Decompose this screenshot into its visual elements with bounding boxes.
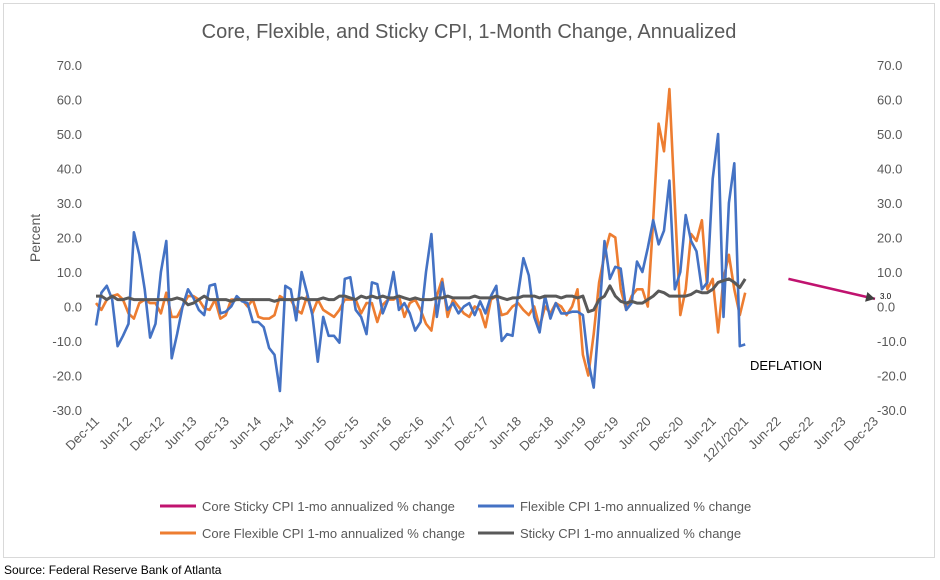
y-tick-label-left: 10.0 [57,265,82,280]
y-tick-label-right: 50.0 [877,127,902,142]
y-tick-label-right: 0.0 [877,300,895,315]
y-tick-label-left: -10.0 [52,334,82,349]
x-tick-label: Dec-11 [63,414,103,454]
y-tick-label-left: -20.0 [52,369,82,384]
series-line [788,277,876,301]
y-tick-label-left: -30.0 [52,403,82,418]
legend-label: Core Sticky CPI 1-mo annualized % change [202,499,455,514]
y-tick-label-left: 30.0 [57,196,82,211]
series-line [94,87,747,377]
y-tick-label-right: 70.0 [877,58,902,73]
legend-label: Core Flexible CPI 1-mo annualized % chan… [202,526,465,541]
y-tick-label-right: -20.0 [877,369,907,384]
y-tick-label-right: 20.0 [877,231,902,246]
chart-title: Core, Flexible, and Sticky CPI, 1-Month … [202,21,737,43]
y-tick-label-left: 70.0 [57,58,82,73]
x-tick-label: Dec-23 [841,414,881,454]
x-tick-label: Dec-17 [451,414,491,454]
x-tick-label: Dec-18 [516,414,556,454]
series-line [96,277,747,314]
y-tick-label-left: 50.0 [57,127,82,142]
x-tick-label: Dec-22 [776,414,816,454]
y-tick-label-left: 20.0 [57,231,82,246]
y-tick-label-left: 60.0 [57,93,82,108]
y-tick-label-left: 40.0 [57,162,82,177]
y-tick-label-right: 40.0 [877,162,902,177]
legend-label: Flexible CPI 1-mo annualized % change [520,499,751,514]
chart-frame [3,3,935,558]
y-axis-label: Percent [27,214,43,262]
y-tick-label-right: 60.0 [877,93,902,108]
series-line [94,132,746,393]
y-tick-label-right: -30.0 [877,403,907,418]
forecast-arrowhead [865,292,875,302]
y-tick-label-right: 10.0 [877,265,902,280]
forecast-value-label: 3.0 [880,292,892,301]
x-tick-label: Dec-20 [646,414,686,454]
y-tick-label-right: -10.0 [877,334,907,349]
x-tick-label: Dec-19 [581,414,621,454]
legend-label: Sticky CPI 1-mo annualized % change [520,526,741,541]
x-tick-label: Dec-13 [192,414,232,454]
y-tick-label-left: 0.0 [64,300,82,315]
x-tick-label: Dec-14 [257,414,297,454]
x-tick-label: Dec-16 [386,414,426,454]
x-tick-label: Dec-12 [127,414,167,454]
deflation-annotation: DEFLATION [750,358,822,373]
source-note: Source: Federal Reserve Bank of Atlanta [4,563,222,577]
y-tick-label-right: 30.0 [877,196,902,211]
x-tick-label: Dec-15 [322,414,362,454]
